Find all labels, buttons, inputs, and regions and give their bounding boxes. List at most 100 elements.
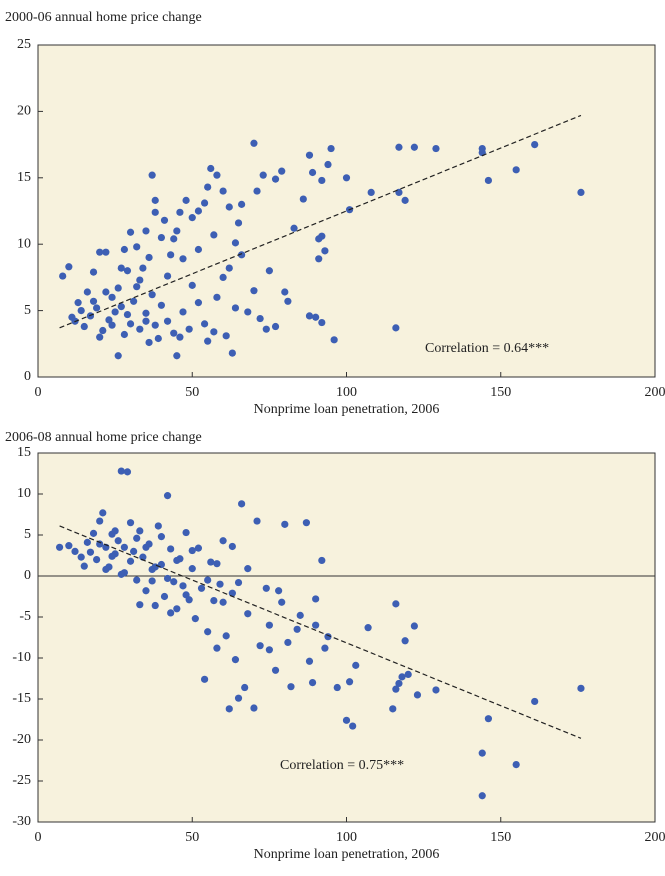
point: [130, 548, 137, 555]
point: [96, 249, 103, 256]
point: [306, 312, 313, 319]
point: [266, 646, 273, 653]
point: [284, 298, 291, 305]
point: [260, 172, 267, 179]
point: [130, 298, 137, 305]
point: [204, 338, 211, 345]
point: [121, 246, 128, 253]
point: [59, 272, 66, 279]
point: [118, 303, 125, 310]
point: [577, 685, 584, 692]
point: [145, 339, 152, 346]
point: [189, 282, 196, 289]
point: [179, 308, 186, 315]
x-tick-label: 0: [35, 385, 42, 400]
point: [108, 294, 115, 301]
point: [272, 176, 279, 183]
point: [220, 187, 227, 194]
point: [318, 177, 325, 184]
point: [324, 161, 331, 168]
point: [213, 645, 220, 652]
y-tick-label: 15: [17, 170, 31, 185]
point: [121, 544, 128, 551]
point: [142, 587, 149, 594]
point: [204, 577, 211, 584]
point: [232, 239, 239, 246]
point: [90, 298, 97, 305]
point: [321, 247, 328, 254]
point: [263, 585, 270, 592]
point: [306, 152, 313, 159]
point: [152, 209, 159, 216]
annotation: Correlation = 0.75***: [280, 758, 404, 773]
point: [173, 557, 180, 564]
point: [306, 658, 313, 665]
point: [241, 684, 248, 691]
y-tick-label: 10: [17, 486, 31, 501]
point: [346, 678, 353, 685]
point: [164, 318, 171, 325]
point: [294, 626, 301, 633]
point: [402, 637, 409, 644]
point: [257, 642, 264, 649]
point: [235, 579, 242, 586]
point: [142, 318, 149, 325]
point: [220, 599, 227, 606]
x-tick-label: 50: [185, 385, 199, 400]
point: [327, 145, 334, 152]
point: [195, 299, 202, 306]
x-tick-label: 0: [35, 830, 42, 845]
point: [392, 600, 399, 607]
point: [84, 288, 91, 295]
point: [118, 265, 125, 272]
point: [300, 195, 307, 202]
point: [229, 543, 236, 550]
point: [244, 565, 251, 572]
point: [201, 676, 208, 683]
annotation: Correlation = 0.64***: [425, 341, 549, 356]
y-tick-label: -15: [12, 691, 31, 706]
point: [303, 519, 310, 526]
point: [287, 683, 294, 690]
point: [432, 145, 439, 152]
point: [102, 566, 109, 573]
point: [189, 214, 196, 221]
point: [84, 539, 91, 546]
point: [405, 671, 412, 678]
point: [411, 144, 418, 151]
point: [176, 209, 183, 216]
point: [198, 585, 205, 592]
point: [220, 537, 227, 544]
point: [207, 558, 214, 565]
point: [124, 311, 131, 318]
point: [392, 324, 399, 331]
point: [136, 601, 143, 608]
y-tick-label: -5: [19, 609, 31, 624]
point: [210, 231, 217, 238]
point: [278, 599, 285, 606]
point: [343, 174, 350, 181]
point: [93, 556, 100, 563]
point: [281, 288, 288, 295]
point: [278, 168, 285, 175]
x-tick-label: 200: [645, 830, 665, 845]
point: [235, 219, 242, 226]
point: [182, 197, 189, 204]
point: [232, 304, 239, 311]
point: [87, 549, 94, 556]
point: [318, 319, 325, 326]
point: [93, 304, 100, 311]
x-tick-label: 100: [336, 830, 357, 845]
point: [118, 467, 125, 474]
point: [284, 639, 291, 646]
point: [158, 234, 165, 241]
point: [71, 548, 78, 555]
point: [235, 695, 242, 702]
point: [318, 233, 325, 240]
point: [96, 334, 103, 341]
point: [195, 246, 202, 253]
point: [99, 509, 106, 516]
point: [142, 227, 149, 234]
point: [192, 615, 199, 622]
point: [161, 593, 168, 600]
